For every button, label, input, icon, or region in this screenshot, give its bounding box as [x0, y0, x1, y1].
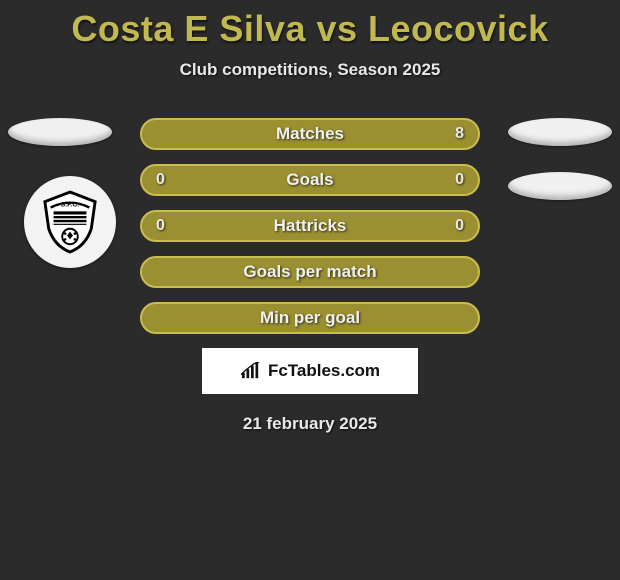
stat-label: Hattricks: [274, 216, 347, 236]
player-right-ellipse-1: [508, 118, 612, 146]
player-left-ellipse: [8, 118, 112, 146]
subtitle: Club competitions, Season 2025: [0, 60, 620, 80]
stat-bar-goals: 0 Goals 0: [140, 164, 480, 196]
svg-text:S.F.C.: S.F.C.: [61, 202, 80, 209]
stat-label: Goals: [286, 170, 333, 190]
stat-right-value: 0: [455, 171, 464, 189]
stat-bar-goals-per-match: Goals per match: [140, 256, 480, 288]
stat-left-value: 0: [156, 171, 165, 189]
attribution-box: FcTables.com: [202, 348, 418, 394]
stat-label: Goals per match: [243, 262, 376, 282]
stat-bar-hattricks: 0 Hattricks 0: [140, 210, 480, 242]
santos-shield-icon: S.F.C.: [41, 190, 99, 254]
page-title: Costa E Silva vs Leocovick: [0, 0, 620, 50]
chart-icon: [240, 362, 262, 380]
player-right-ellipse-2: [508, 172, 612, 200]
stat-right-value: 0: [455, 217, 464, 235]
stat-bar-min-per-goal: Min per goal: [140, 302, 480, 334]
date-text: 21 february 2025: [0, 414, 620, 434]
stat-right-value: 8: [455, 125, 464, 143]
stat-label: Matches: [276, 124, 344, 144]
stat-label: Min per goal: [260, 308, 360, 328]
club-badge-left: S.F.C.: [24, 176, 116, 268]
stats-area: S.F.C. Matches 8 0 Goals 0 0 Hattricks 0…: [0, 118, 620, 434]
stat-bar-matches: Matches 8: [140, 118, 480, 150]
stat-left-value: 0: [156, 217, 165, 235]
attribution-text: FcTables.com: [268, 361, 380, 381]
